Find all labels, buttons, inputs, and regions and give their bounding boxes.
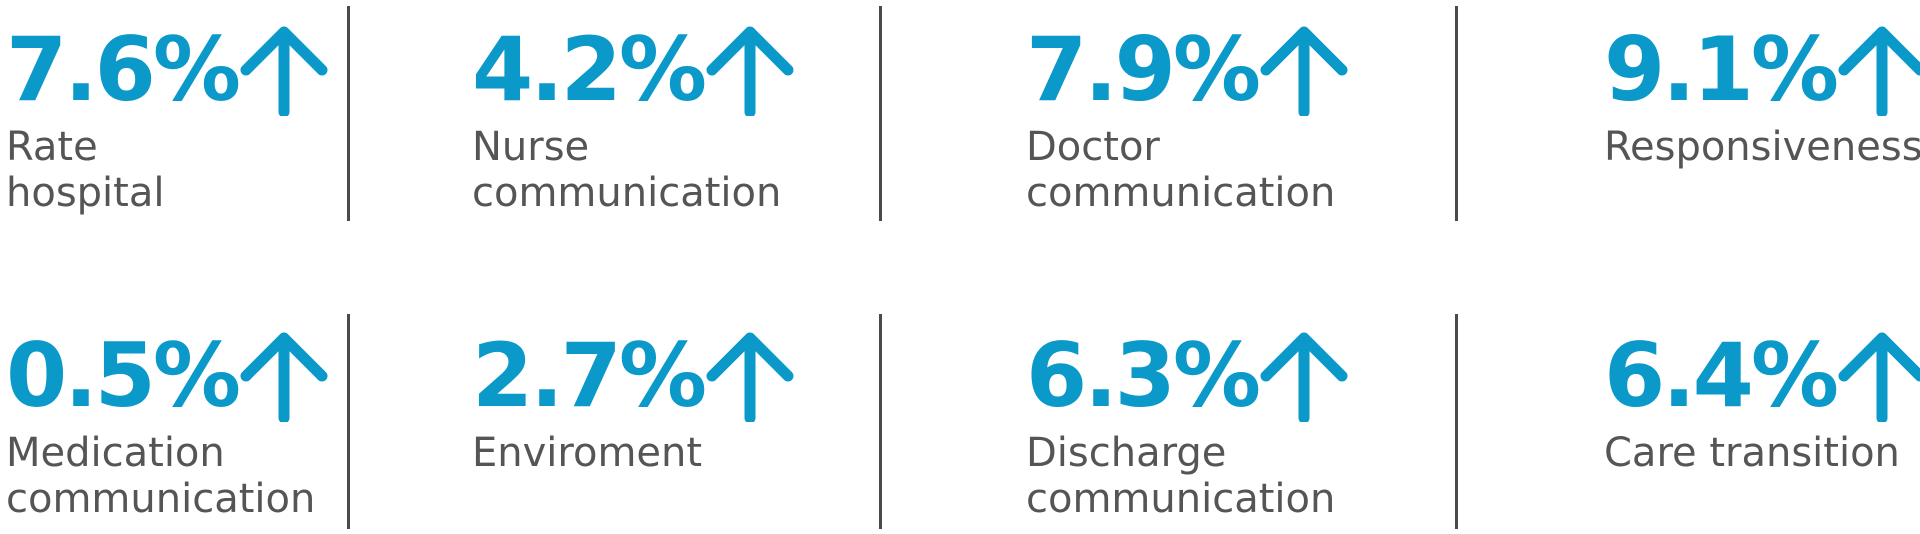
arrow-up-icon bbox=[1838, 332, 1920, 422]
stat-label: Enviroment bbox=[472, 430, 703, 476]
stat-doctor-communication: 7.9% Doctor communication bbox=[1026, 20, 1348, 216]
arrow-up-icon bbox=[240, 332, 328, 422]
stat-value: 4.2% bbox=[472, 18, 707, 121]
stat-enviroment: 2.7% Enviroment bbox=[472, 326, 794, 476]
stat-medication-communication: 0.5% Medication communication bbox=[6, 326, 328, 522]
stat-discharge-communication: 6.3% Discharge communication bbox=[1026, 326, 1348, 522]
stat-value: 7.6% bbox=[6, 18, 241, 121]
column-divider bbox=[347, 6, 350, 221]
stat-value: 9.1% bbox=[1604, 18, 1839, 121]
column-divider bbox=[347, 314, 350, 529]
arrow-up-icon bbox=[706, 26, 794, 116]
stat-label: Discharge communication bbox=[1026, 430, 1336, 522]
column-divider bbox=[1455, 6, 1458, 221]
stat-label: Nurse communication bbox=[472, 124, 782, 216]
stat-value: 2.7% bbox=[472, 324, 707, 427]
stat-value: 6.4% bbox=[1604, 324, 1839, 427]
arrow-up-icon bbox=[1838, 26, 1920, 116]
stat-value: 0.5% bbox=[6, 324, 241, 427]
arrow-up-icon bbox=[706, 332, 794, 422]
column-divider bbox=[879, 6, 882, 221]
arrow-up-icon bbox=[1260, 332, 1348, 422]
stat-label: Care transition bbox=[1604, 430, 1900, 476]
column-divider bbox=[1455, 314, 1458, 529]
stat-label: Doctor communication bbox=[1026, 124, 1336, 216]
stat-nurse-communication: 4.2% Nurse communication bbox=[472, 20, 794, 216]
stat-value: 7.9% bbox=[1026, 18, 1261, 121]
arrow-up-icon bbox=[240, 26, 328, 116]
stat-label: Responsiveness bbox=[1604, 124, 1920, 170]
stat-value: 6.3% bbox=[1026, 324, 1261, 427]
stat-rate-hospital: 7.6% Rate hospital bbox=[6, 20, 328, 216]
arrow-up-icon bbox=[1260, 26, 1348, 116]
stat-label: Medication communication bbox=[6, 430, 316, 522]
stat-label: Rate hospital bbox=[6, 124, 165, 216]
stat-care-transition: 6.4% Care transition bbox=[1604, 326, 1920, 476]
stat-responsiveness: 9.1% Responsiveness bbox=[1604, 20, 1920, 170]
column-divider bbox=[879, 314, 882, 529]
